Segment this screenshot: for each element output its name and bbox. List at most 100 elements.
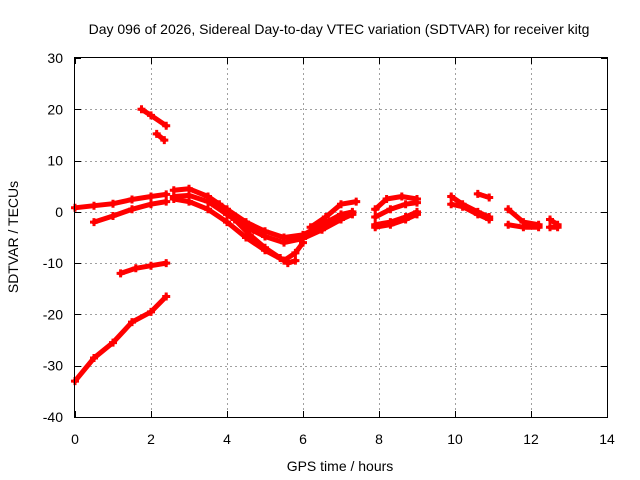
data-point xyxy=(401,215,410,224)
tick-labels: 0 2 4 6 8 10 12 14 -40 -30 -20 -10 0 10 20 30 xyxy=(43,50,615,447)
plot-frame xyxy=(74,57,608,418)
data-point xyxy=(147,261,155,270)
data-point xyxy=(230,215,239,224)
data-point xyxy=(397,192,406,201)
x-tick-label: 4 xyxy=(223,431,231,447)
x-axis-label: GPS time / hours xyxy=(287,458,394,474)
data-point xyxy=(152,129,161,138)
data-point xyxy=(485,193,494,202)
chart-title: Day 096 of 2026, Sidereal Day-to-day VTE… xyxy=(89,21,590,37)
data-point xyxy=(147,200,155,209)
data-point xyxy=(299,238,307,247)
x-tick-label: 0 xyxy=(71,431,79,447)
data-point xyxy=(371,213,380,221)
data-point xyxy=(485,215,494,224)
y-tick-label: 0 xyxy=(55,204,63,220)
series-s4 xyxy=(72,294,169,384)
ticks xyxy=(75,58,608,418)
data-point xyxy=(128,195,136,204)
data-point xyxy=(386,220,395,229)
data-point xyxy=(291,248,300,257)
y-tick-label: 20 xyxy=(47,101,63,117)
data-point xyxy=(386,205,395,214)
data-point xyxy=(162,292,171,301)
data-point xyxy=(504,220,513,229)
data-point xyxy=(245,230,254,239)
data-point xyxy=(109,338,117,347)
x-tick-label: 12 xyxy=(523,431,539,447)
data-point xyxy=(337,200,345,209)
series-s15 xyxy=(372,211,420,230)
data-point xyxy=(160,136,169,145)
y-tick-label: -20 xyxy=(43,306,63,322)
data-point xyxy=(447,192,456,201)
y-tick-label: 10 xyxy=(47,153,63,169)
data-point xyxy=(458,202,467,211)
data-point xyxy=(348,210,357,219)
data-point xyxy=(215,200,224,209)
x-tick-label: 6 xyxy=(299,431,307,447)
data-point xyxy=(128,205,136,214)
data-point xyxy=(413,198,421,207)
data-point xyxy=(534,223,543,232)
data-point xyxy=(147,307,155,316)
x-tick-label: 10 xyxy=(447,431,463,447)
series-group xyxy=(71,105,562,386)
data-point xyxy=(337,215,345,224)
data-point xyxy=(204,205,212,214)
data-point xyxy=(109,199,117,208)
y-tick-label: -30 xyxy=(43,358,63,374)
data-point xyxy=(318,225,326,234)
data-point xyxy=(283,259,292,268)
data-point xyxy=(116,269,125,278)
data-point xyxy=(162,197,171,206)
data-point xyxy=(371,223,380,232)
data-point xyxy=(109,212,117,220)
y-axis-label: SDTVAR / TECUs xyxy=(5,181,21,293)
y-tick-label: -40 xyxy=(43,409,63,425)
x-tick-label: 14 xyxy=(599,431,615,447)
series-s3 xyxy=(118,260,169,276)
data-point xyxy=(371,205,380,214)
x-tick-label: 8 xyxy=(375,431,383,447)
data-point xyxy=(128,318,136,327)
grid xyxy=(75,58,607,417)
data-point xyxy=(90,201,98,210)
series-s13 xyxy=(372,200,420,220)
series-s11 xyxy=(308,199,359,230)
data-point xyxy=(169,195,178,203)
data-point xyxy=(131,264,140,273)
data-point xyxy=(352,197,361,206)
y-tick-label: 30 xyxy=(47,50,63,66)
data-point xyxy=(137,105,146,114)
data-point xyxy=(204,197,212,206)
data-point xyxy=(261,232,269,241)
data-point xyxy=(147,192,155,201)
data-point xyxy=(276,254,285,262)
data-point xyxy=(162,259,171,268)
data-point xyxy=(321,213,330,221)
data-point xyxy=(553,223,562,232)
data-point xyxy=(546,215,554,224)
data-point xyxy=(90,218,98,227)
data-point xyxy=(90,354,98,362)
y-tick-label: -10 xyxy=(43,255,63,271)
x-tick-label: 2 xyxy=(147,431,155,447)
data-point xyxy=(473,189,482,198)
data-point xyxy=(382,195,391,203)
data-point xyxy=(447,200,456,209)
series-s17 xyxy=(448,201,492,222)
series-s12 xyxy=(372,194,420,212)
data-point xyxy=(519,223,528,232)
data-point xyxy=(401,200,410,209)
data-point xyxy=(261,243,269,252)
data-point xyxy=(280,238,288,247)
data-point xyxy=(291,256,300,265)
data-point xyxy=(147,111,155,120)
data-point xyxy=(504,205,513,214)
data-point xyxy=(306,223,315,232)
series-s5 xyxy=(139,106,169,129)
data-point xyxy=(162,190,171,199)
series-s9 xyxy=(171,196,306,264)
